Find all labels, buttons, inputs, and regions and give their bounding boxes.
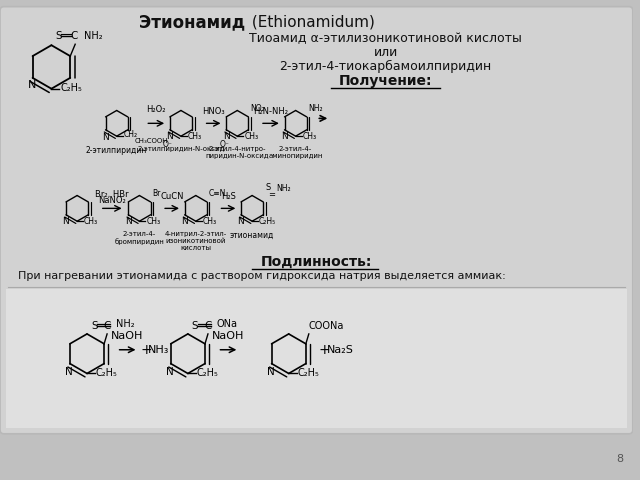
Text: COONa: COONa xyxy=(309,321,344,331)
Text: 8: 8 xyxy=(616,455,623,465)
Text: Подлинность:: Подлинность: xyxy=(260,255,372,269)
Text: S: S xyxy=(91,321,97,331)
Text: При нагревании этионамида с раствором гидроксида натрия выделяется аммиак:: При нагревании этионамида с раствором ги… xyxy=(18,271,506,281)
Text: O⁻: O⁻ xyxy=(163,140,173,149)
Text: Тиоамид α-этилизоникотиновой кислоты: Тиоамид α-этилизоникотиновой кислоты xyxy=(249,32,522,45)
Text: 2-этил-4-
аминопиридин: 2-этил-4- аминопиридин xyxy=(268,146,323,159)
Text: NH₂: NH₂ xyxy=(308,104,323,113)
Text: N: N xyxy=(267,367,275,376)
Text: N: N xyxy=(166,367,173,376)
Text: HNO₃: HNO₃ xyxy=(202,108,225,117)
Text: N: N xyxy=(28,80,36,90)
Text: 2-этилпиридин-N-оксид: 2-этилпиридин-N-оксид xyxy=(137,146,225,152)
Text: или: или xyxy=(374,46,397,59)
Text: +: + xyxy=(318,343,330,357)
Text: C₂H₅: C₂H₅ xyxy=(196,369,218,378)
Text: N: N xyxy=(181,217,188,226)
Text: 2-этил-4-нитро-
пиридин-N-оксид: 2-этил-4-нитро- пиридин-N-оксид xyxy=(205,146,269,159)
Text: H₂S: H₂S xyxy=(221,192,236,202)
Text: (Ethionamidum): (Ethionamidum) xyxy=(247,15,375,30)
Text: C: C xyxy=(204,321,212,331)
Text: CH₃: CH₃ xyxy=(84,216,98,226)
Text: Этионамид: Этионамид xyxy=(139,13,245,32)
Text: N: N xyxy=(63,217,69,226)
Text: Получение:: Получение: xyxy=(339,74,433,88)
Text: NaOH: NaOH xyxy=(111,331,144,341)
Text: S: S xyxy=(265,183,271,192)
Text: NH₃: NH₃ xyxy=(148,345,170,355)
Text: C₂H₅: C₂H₅ xyxy=(96,369,118,378)
Text: 2-этилпиридин: 2-этилпиридин xyxy=(86,146,147,155)
Text: C≡N: C≡N xyxy=(209,189,227,198)
Text: этионамид: этионамид xyxy=(230,231,275,240)
Text: N: N xyxy=(237,217,244,226)
Text: N: N xyxy=(102,133,109,142)
Text: N: N xyxy=(223,132,230,141)
Text: CuCN: CuCN xyxy=(160,192,184,202)
Text: N: N xyxy=(65,367,73,376)
Text: C₂H₅: C₂H₅ xyxy=(60,83,82,93)
Text: CH₂: CH₂ xyxy=(124,130,138,139)
Text: ONa: ONa xyxy=(217,319,238,329)
Text: C₂H₅: C₂H₅ xyxy=(298,369,319,378)
Text: CH₃: CH₃ xyxy=(203,216,217,226)
Text: =: = xyxy=(268,191,275,200)
Text: CH₃: CH₃ xyxy=(303,132,317,141)
Bar xyxy=(6,289,627,428)
Text: S: S xyxy=(192,321,198,331)
Text: 2-этил-4-тиокарбамоилпиридин: 2-этил-4-тиокарбамоилпиридин xyxy=(280,60,492,72)
Text: Br₂, HBr: Br₂, HBr xyxy=(95,191,129,200)
Text: N: N xyxy=(125,217,132,226)
Text: NH₂: NH₂ xyxy=(276,184,291,193)
Text: 2-этил-4-
бромпиридин: 2-этил-4- бромпиридин xyxy=(115,231,164,245)
Text: O⁻: O⁻ xyxy=(220,140,229,149)
Text: 4-нитрил-2-этил-
изоникотиновой
кислоты: 4-нитрил-2-этил- изоникотиновой кислоты xyxy=(164,231,227,251)
Text: N: N xyxy=(166,132,173,141)
Text: C: C xyxy=(104,321,111,331)
Text: H₂N-NH₂: H₂N-NH₂ xyxy=(253,108,289,117)
Text: Br: Br xyxy=(152,189,161,198)
Text: NO₂: NO₂ xyxy=(250,104,265,113)
Text: CH₃: CH₃ xyxy=(244,132,259,141)
Text: CH₃: CH₃ xyxy=(188,132,202,141)
Text: CH₃: CH₃ xyxy=(147,216,161,226)
Text: NH₂: NH₂ xyxy=(84,31,102,41)
Text: NH₂: NH₂ xyxy=(116,319,134,329)
Text: C₂H₅: C₂H₅ xyxy=(259,216,276,226)
Text: C: C xyxy=(70,31,78,41)
Text: H₂O₂: H₂O₂ xyxy=(147,106,166,114)
Text: +: + xyxy=(140,343,152,357)
Text: CH₃COOH: CH₃COOH xyxy=(134,138,168,144)
Text: S: S xyxy=(55,31,61,41)
Text: Na₂S: Na₂S xyxy=(327,345,354,355)
FancyBboxPatch shape xyxy=(0,7,633,434)
Text: NaNO₂: NaNO₂ xyxy=(98,196,125,205)
Text: NaOH: NaOH xyxy=(212,331,244,341)
Text: N: N xyxy=(281,132,288,141)
